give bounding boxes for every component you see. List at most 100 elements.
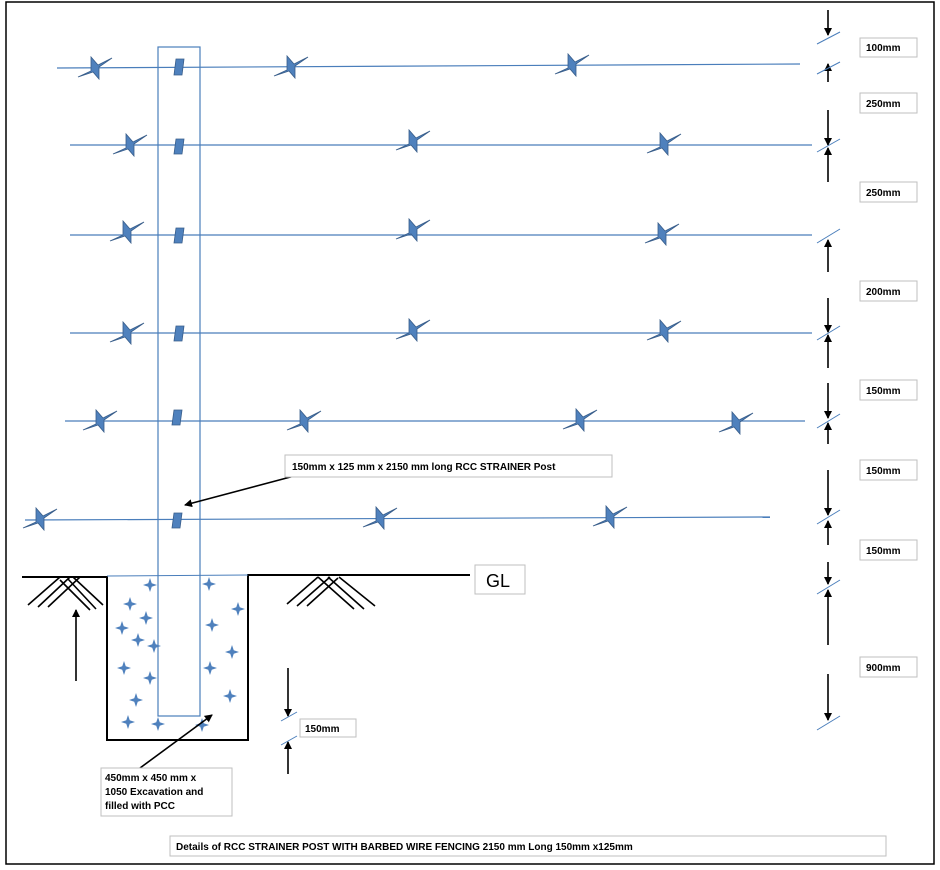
dim-tick-2	[816, 61, 841, 75]
pcc-star-11	[151, 717, 165, 731]
dim-label-5: 150mm	[866, 386, 901, 397]
pcc-star-5	[131, 633, 145, 647]
excavation-box	[100, 767, 233, 817]
dim-box-2	[859, 92, 918, 114]
pcc-star-1	[143, 578, 157, 592]
dim-tick-9	[816, 715, 841, 731]
barb-17	[22, 506, 58, 532]
barbs	[22, 52, 754, 532]
pcc-star-14	[205, 618, 219, 632]
dim-box-4	[859, 280, 918, 302]
clearance-tick-1	[280, 711, 298, 722]
excavation-outline	[22, 574, 470, 741]
post-clips	[171, 58, 185, 529]
clearance-label: 150mm	[305, 724, 340, 735]
barb-19	[592, 504, 628, 530]
pcc-star-6	[147, 639, 161, 653]
dim-label-2: 250mm	[866, 99, 901, 110]
pcc-star-7	[117, 661, 131, 675]
pcc-star-12	[202, 577, 216, 591]
pcc-star-2	[123, 597, 137, 611]
gl-label: GL	[486, 571, 510, 591]
barb-15	[562, 407, 598, 433]
dim-label-6: 150mm	[866, 466, 901, 477]
dim-label-8: 900mm	[866, 663, 901, 674]
clearance-box	[299, 718, 357, 738]
dim-box-6	[859, 459, 918, 481]
dim-box-8	[859, 656, 918, 678]
barb-8	[395, 217, 431, 243]
pcc-star-9	[129, 693, 143, 707]
clip-1	[173, 58, 185, 76]
barbed-wires	[24, 63, 812, 521]
dim-box-7	[859, 539, 918, 561]
barb-4	[112, 132, 148, 158]
post-leader-arrow	[184, 474, 299, 508]
ground-and-pit	[22, 574, 470, 741]
dim-box-5	[859, 379, 918, 401]
clip-3	[173, 227, 185, 244]
clearance-tick-2	[280, 735, 298, 746]
dimension-labels: 100mm 250mm 250mm 200mm 150mm 150mm 150m…	[859, 37, 918, 678]
barb-12	[646, 318, 682, 344]
caption-box	[169, 835, 887, 857]
barb-5	[395, 128, 431, 154]
dim-box-3	[859, 181, 918, 203]
wire-1	[56, 63, 801, 69]
excavation-label-2: 1050 Excavation and	[105, 787, 203, 798]
caption: Details of RCC STRAINER POST WITH BARBED…	[176, 842, 633, 853]
pcc-fill	[115, 577, 245, 732]
hatch-left	[27, 576, 104, 611]
pcc-star-15	[225, 645, 239, 659]
dim-tick-6	[816, 413, 841, 429]
barb-11	[395, 317, 431, 343]
gl-wire-top	[106, 574, 249, 577]
dim-tick-8	[816, 579, 841, 595]
barb-10	[109, 320, 145, 346]
barb-2	[273, 54, 309, 80]
wire-6	[24, 516, 771, 521]
barb-14	[286, 408, 322, 434]
clip-6	[171, 512, 183, 529]
drawing-border	[5, 1, 935, 865]
dim-tick-3	[816, 138, 841, 153]
post-label-box	[284, 454, 613, 478]
pcc-star-8	[143, 671, 157, 685]
clip-5	[171, 409, 183, 426]
dim-tick-1	[816, 31, 841, 45]
clip-4	[173, 325, 185, 342]
barb-1	[77, 55, 113, 81]
dim-tick-5	[816, 325, 841, 341]
strainer-post	[157, 46, 201, 717]
barb-18	[362, 505, 398, 531]
excavation-label-1: 450mm x 450 mm x	[105, 773, 197, 784]
gl-box	[474, 564, 526, 595]
excavation-label-3: filled with PCC	[105, 801, 175, 812]
dimension-chain	[816, 10, 841, 731]
dim-tick-7	[816, 509, 841, 525]
hatch-right	[286, 576, 376, 610]
pcc-star-17	[223, 689, 237, 703]
post-label: 150mm x 125 mm x 2150 mm long RCC STRAIN…	[292, 462, 556, 473]
dim-label-4: 200mm	[866, 287, 901, 298]
dim-label-3: 250mm	[866, 188, 901, 199]
pcc-star-16	[203, 661, 217, 675]
dim-box-1	[859, 37, 918, 58]
barb-13	[82, 408, 118, 434]
clip-2	[173, 138, 185, 155]
pcc-star-3	[139, 611, 153, 625]
barb-16	[718, 410, 754, 436]
barb-9	[644, 221, 680, 247]
barb-6	[646, 131, 682, 157]
dim-tick-4	[816, 228, 841, 244]
barb-7	[109, 219, 145, 245]
pcc-star-10	[121, 715, 135, 729]
pcc-star-13	[231, 602, 245, 616]
pcc-star-4	[115, 621, 129, 635]
excavation-leader-arrow	[139, 714, 213, 769]
barb-3	[554, 52, 590, 78]
dim-label-1: 100mm	[866, 43, 901, 54]
pcc-star-18	[195, 718, 209, 732]
dim-label-7: 150mm	[866, 546, 901, 557]
